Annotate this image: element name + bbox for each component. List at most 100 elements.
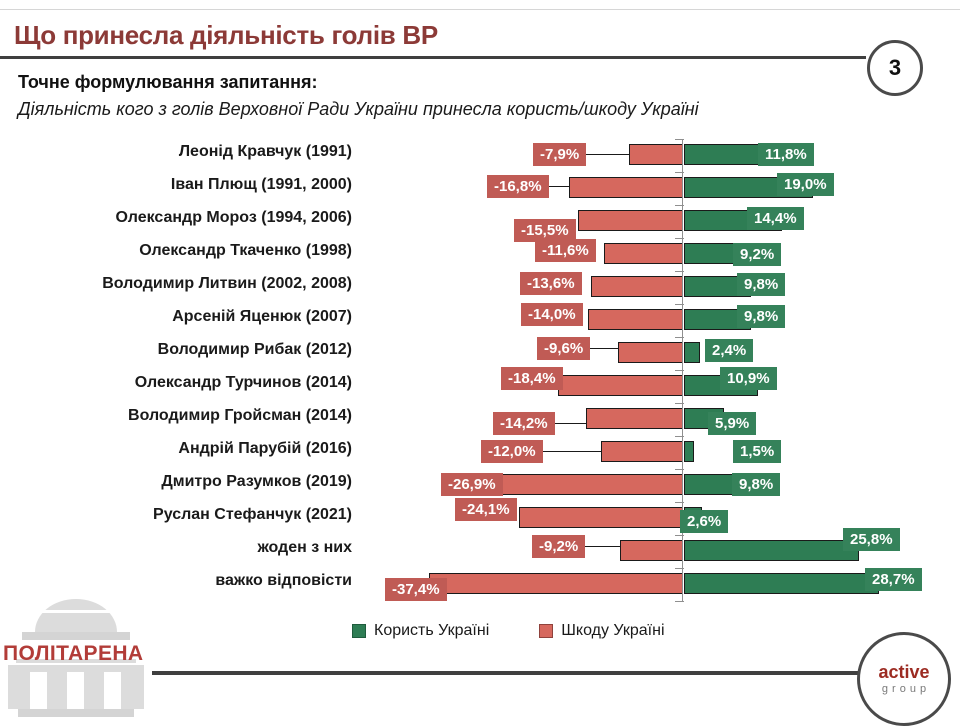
axis-tick [675, 370, 684, 371]
header-rule [0, 56, 866, 59]
category-label: Володимир Гройсман (2014) [128, 407, 352, 424]
benefit-value-label: 14,4% [747, 207, 804, 230]
harm-bar [500, 474, 683, 495]
axis-tick [675, 436, 684, 437]
benefit-value-label: 9,8% [737, 305, 786, 328]
category-label: Андрій Парубій (2016) [178, 440, 352, 457]
axis-tick [675, 238, 684, 239]
benefit-bar [684, 342, 700, 363]
harm-bar [629, 144, 683, 165]
harm-value-label: -15,5% [514, 219, 576, 242]
leader-line [555, 423, 586, 424]
benefit-value-label: 9,8% [737, 273, 786, 296]
harm-value-label: -9,6% [537, 337, 591, 360]
benefit-bar [684, 573, 879, 594]
question-label: Точне формулювання запитання: [18, 72, 318, 92]
harm-value-label: -12,0% [481, 440, 543, 463]
harm-value-label: -7,9% [533, 143, 587, 166]
harm-bar [591, 276, 683, 297]
harm-bar [604, 243, 683, 264]
category-label: Олександр Мороз (1994, 2006) [115, 209, 352, 226]
footer-rule [140, 671, 860, 675]
benefit-value-label: 25,8% [843, 528, 900, 551]
category-label: Олександр Турчинов (2014) [134, 374, 352, 391]
category-label: важко відповісти [215, 572, 352, 589]
category-label: жоден з них [257, 539, 352, 556]
leader-line [549, 186, 569, 187]
benefit-value-label: 19,0% [777, 173, 834, 196]
harm-value-label: -13,6% [520, 272, 582, 295]
axis-tick [675, 205, 684, 206]
axis-tick [675, 403, 684, 404]
chart-legend: Користь Україні Шкоду Україні [352, 622, 665, 640]
leader-line [543, 451, 601, 452]
benefit-value-label: 2,6% [680, 510, 729, 533]
axis-tick [675, 502, 684, 503]
legend-item-harm: Шкоду Україні [539, 622, 665, 640]
leader-line [585, 546, 620, 547]
axis-tick [675, 469, 684, 470]
question-text: Діяльність кого з голів Верховної Ради У… [18, 99, 699, 119]
harm-bar [588, 309, 683, 330]
category-label: Володимир Литвин (2002, 2008) [102, 275, 352, 292]
harm-bar [618, 342, 683, 363]
axis-tick [675, 568, 684, 569]
harm-bar [519, 507, 683, 528]
benefit-value-label: 1,5% [733, 440, 782, 463]
category-label: Дмитро Разумков (2019) [161, 473, 352, 490]
harm-value-label: -14,2% [493, 412, 555, 435]
benefit-value-label: 2,4% [705, 339, 754, 362]
harm-bar [586, 408, 683, 429]
harm-value-label: -24,1% [455, 498, 517, 521]
legend-harm-label: Шкоду Україні [561, 622, 665, 639]
benefit-value-label: 5,9% [708, 412, 757, 435]
benefit-bar [684, 441, 694, 462]
top-hairline [0, 9, 960, 10]
politarena-wordmark: ПОЛІТАРЕНА [3, 642, 144, 665]
benefit-bar [684, 144, 764, 165]
slide-number: 3 [888, 55, 902, 80]
harm-value-label: -9,2% [532, 535, 586, 558]
benefit-value-label: 9,8% [732, 473, 781, 496]
harm-bar [429, 573, 683, 594]
harm-bar [601, 441, 683, 462]
leader-line [586, 154, 629, 155]
harm-bar [578, 210, 683, 231]
harm-bar [569, 177, 683, 198]
benefit-value-label: 28,7% [865, 568, 922, 591]
axis-tick [675, 337, 684, 338]
active-group-line1: active [878, 662, 930, 682]
benefit-bar [684, 540, 859, 561]
axis-tick [675, 139, 684, 140]
category-label: Арсеній Яценюк (2007) [172, 308, 352, 325]
page-title: Що принесла діяльність голів ВР [14, 20, 438, 50]
axis-tick [675, 304, 684, 305]
harm-value-label: -26,9% [441, 473, 503, 496]
active-group-line2: group [881, 683, 931, 695]
benefit-swatch-icon [352, 624, 366, 638]
axis-tick [675, 271, 684, 272]
legend-benefit-label: Користь Україні [374, 622, 490, 639]
category-label: Володимир Рибак (2012) [157, 341, 352, 358]
harm-value-label: -11,6% [535, 239, 596, 262]
slide-number-badge: 3 [867, 40, 923, 96]
axis-tick [675, 172, 684, 173]
leader-line [590, 348, 618, 349]
harm-bar [558, 375, 683, 396]
harm-swatch-icon [539, 624, 554, 638]
category-label: Руслан Стефанчук (2021) [153, 506, 352, 523]
benefit-value-label: 11,8% [758, 143, 814, 166]
axis-tick [675, 535, 684, 536]
harm-value-label: -16,8% [487, 175, 549, 198]
benefit-value-label: 10,9% [720, 367, 777, 390]
category-label: Леонід Кравчук (1991) [178, 143, 352, 160]
harm-value-label: -37,4% [385, 578, 447, 601]
active-group-logo: active group [857, 632, 951, 726]
parliament-building-icon [8, 599, 144, 717]
harm-bar [620, 540, 683, 561]
category-label: Іван Плющ (1991, 2000) [170, 176, 352, 193]
harm-value-label: -14,0% [521, 303, 583, 326]
axis-tick [675, 601, 684, 602]
politarena-logo: ПОЛІТАРЕНА [0, 596, 152, 720]
